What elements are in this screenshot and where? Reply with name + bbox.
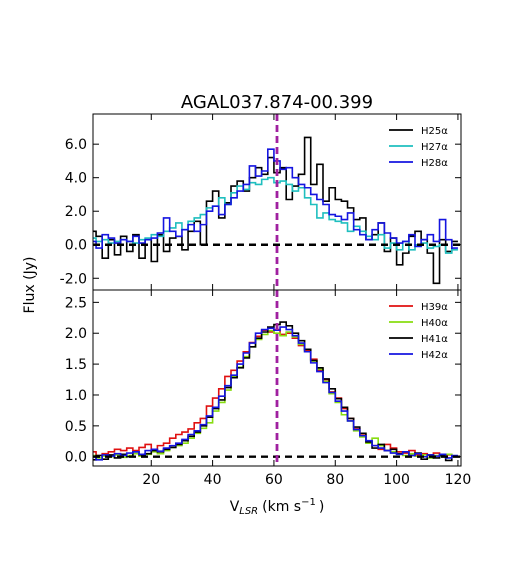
y-tick-label: 1.0 xyxy=(65,388,87,404)
x-tick-label: 60 xyxy=(265,472,283,488)
series-line-0-2 xyxy=(93,148,458,249)
y-tick-label: 4.0 xyxy=(65,171,87,187)
legend-label: H40α xyxy=(421,318,448,329)
y-axis-label: Flux (Jy) xyxy=(22,257,38,314)
y-tick-label: 2.0 xyxy=(65,326,87,342)
legend-label: H39α xyxy=(421,302,448,313)
y-tick-label: -2.0 xyxy=(60,271,87,287)
x-axis-label-close: ) xyxy=(319,499,324,515)
series-line-1-0 xyxy=(93,328,458,458)
y-tick-label: 0.0 xyxy=(65,450,87,466)
x-axis-label-exp: −1 xyxy=(301,497,316,508)
legend: H39α H40α H41α H42α xyxy=(389,302,448,361)
x-tick-label: 100 xyxy=(383,472,410,488)
top-panel: -2.0 0.0 2.0 4.0 6.0 H25α H27α H28α xyxy=(60,113,462,291)
y-tick-label: 2.0 xyxy=(65,204,87,220)
legend-label: H27α xyxy=(421,142,448,153)
y-tick-label: 1.5 xyxy=(65,357,87,373)
x-axis-label-unit: (km s xyxy=(262,499,301,515)
plot-area xyxy=(93,114,461,290)
y-tick-label: 0.5 xyxy=(65,419,87,435)
legend-label: H41α xyxy=(421,334,448,345)
x-tick-label: 20 xyxy=(142,472,160,488)
chart-title: AGAL037.874-00.399 xyxy=(181,92,373,113)
series-line-1-2 xyxy=(93,321,458,462)
plot-area xyxy=(93,290,461,466)
x-tick-label: 40 xyxy=(204,472,222,488)
x-tick-label: 120 xyxy=(445,472,472,488)
bottom-panel: 0.0 0.5 1.0 1.5 2.0 2.5 20 40 60 80 100 120 H39α H40α… xyxy=(65,289,472,488)
legend-label: H28α xyxy=(421,158,448,169)
x-axis-label: VLSR (km s−1) xyxy=(230,497,325,517)
legend-label: H42α xyxy=(421,350,448,361)
y-tick-label: 0.0 xyxy=(65,238,87,254)
legend-label: H25α xyxy=(421,126,448,137)
y-tick-label: 6.0 xyxy=(65,137,87,153)
x-axis-label-sub: LSR xyxy=(239,506,258,517)
x-tick-label: 80 xyxy=(326,472,344,488)
x-axis-label-main: V xyxy=(230,499,240,515)
series-line-1-1 xyxy=(93,329,458,459)
legend: H25α H27α H28α xyxy=(389,126,448,169)
series-line-1-3 xyxy=(93,326,458,461)
axes-frame xyxy=(92,289,462,467)
y-tick-label: 2.5 xyxy=(65,295,87,311)
